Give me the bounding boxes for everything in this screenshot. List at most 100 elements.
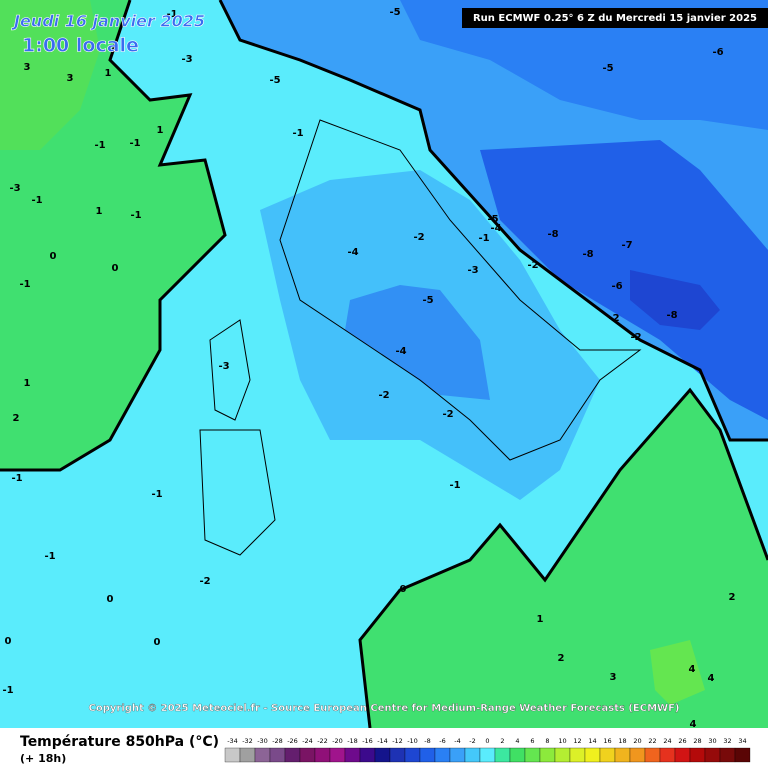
contour-label: -6 xyxy=(611,281,622,292)
contour-label: -2 xyxy=(608,313,619,324)
scale-swatch xyxy=(584,747,601,763)
scale-label: 20 xyxy=(633,737,641,745)
contour-label: -1 xyxy=(129,138,140,149)
contour-label: -3 xyxy=(218,361,229,372)
contour-label: 0 xyxy=(112,263,119,274)
scale-swatch xyxy=(374,747,391,763)
contour-label: -1 xyxy=(449,480,460,491)
contour-label: 0 xyxy=(107,594,114,605)
warm-core xyxy=(650,640,705,705)
contour-label: -6 xyxy=(712,47,723,58)
scale-swatch xyxy=(269,747,286,763)
scale-swatch xyxy=(449,747,466,763)
scale-label: -6 xyxy=(439,737,445,745)
contour-label: 0 xyxy=(400,584,407,595)
contour-label: -3 xyxy=(9,183,20,194)
scale-swatch xyxy=(674,747,691,763)
scale-swatch xyxy=(659,747,676,763)
scale-label: 0 xyxy=(485,737,489,745)
contour-label: 1 xyxy=(157,125,164,136)
contour-label: -1 xyxy=(11,473,22,484)
scale-label: 6 xyxy=(530,737,534,745)
scale-label: -14 xyxy=(377,737,388,745)
contour-label: 2 xyxy=(729,592,736,603)
warm-zone-south xyxy=(360,390,768,728)
contour-label: -1 xyxy=(478,233,489,244)
scale-label: -26 xyxy=(287,737,298,745)
contour-label: -2 xyxy=(199,576,210,587)
scale-label: -32 xyxy=(242,737,253,745)
contour-label: -1 xyxy=(94,140,105,151)
scale-label: 4 xyxy=(515,737,519,745)
contour-labels: 33 1-1-3-5-5-5-61-1-1-1-3-11 -100-1-4-2-5-… xyxy=(2,7,735,730)
scale-label: 26 xyxy=(678,737,686,745)
contour-label: -1 xyxy=(130,210,141,221)
scale-label: 10 xyxy=(558,737,566,745)
contour-label: -1 xyxy=(151,489,162,500)
forecast-date: Jeudi 16 janvier 2025 xyxy=(11,12,205,31)
scale-swatch xyxy=(359,747,376,763)
color-scale: -34 -32 -30 -28 -26 -24 -22 -20 -18 -16 -14 -12 -10-… xyxy=(224,737,751,763)
contour-label: -1 xyxy=(44,551,55,562)
scale-label: -2 xyxy=(469,737,475,745)
contour-label: 1 xyxy=(537,614,544,625)
scale-swatch xyxy=(314,747,331,763)
scale-label: -10 xyxy=(407,737,418,745)
contour-label: -5 xyxy=(269,75,280,86)
contour-label: 3 xyxy=(67,73,74,84)
scale-swatch xyxy=(704,747,721,763)
scale-label: -28 xyxy=(272,737,283,745)
contour-label: -2 xyxy=(378,390,389,401)
scale-label: 28 xyxy=(693,737,701,745)
contour-label: -8 xyxy=(547,229,558,240)
contour-label: -4 xyxy=(395,346,406,357)
lead-time: (+ 18h) xyxy=(20,752,66,765)
scale-label: 24 xyxy=(663,737,671,745)
scale-swatch xyxy=(464,747,481,763)
scale-swatch xyxy=(734,747,751,763)
contour-label: -1 xyxy=(166,9,177,20)
contour-label: -5 xyxy=(487,214,498,225)
scale-label: 18 xyxy=(618,737,626,745)
scale-swatch xyxy=(254,747,271,763)
cold-core-east xyxy=(480,140,768,420)
scale-label: -18 xyxy=(347,737,358,745)
forecast-time: 1:00 locale xyxy=(22,35,139,57)
scale-label: 30 xyxy=(708,737,716,745)
scale-swatch xyxy=(554,747,571,763)
warm-zone-nw xyxy=(0,0,100,150)
scale-swatch xyxy=(644,747,661,763)
scale-label: -4 xyxy=(454,737,460,745)
scale-swatch xyxy=(419,747,436,763)
coastlines xyxy=(199,119,642,556)
cool-core-center xyxy=(345,285,490,400)
scale-swatch xyxy=(539,747,556,763)
contour-label: -8 xyxy=(666,310,677,321)
scale-swatch xyxy=(389,747,406,763)
borders xyxy=(0,0,768,729)
scale-swatch xyxy=(599,747,616,763)
contour-label: -5 xyxy=(422,295,433,306)
scale-label: -12 xyxy=(392,737,403,745)
scale-label: -20 xyxy=(332,737,343,745)
scale-swatch xyxy=(509,747,526,763)
contour-label: -3 xyxy=(467,265,478,276)
scale-label: -30 xyxy=(257,737,268,745)
cold-core-deep xyxy=(630,270,720,330)
contour-label: -4 xyxy=(490,223,501,234)
contour-label: -5 xyxy=(602,63,613,74)
scale-label: -24 xyxy=(302,737,313,745)
scale-label: 14 xyxy=(588,737,596,745)
scale-label: 16 xyxy=(603,737,611,745)
cold-zone-ne xyxy=(400,0,768,130)
contour-label: 2 xyxy=(558,653,565,664)
scale-label: -22 xyxy=(317,737,328,745)
contour-label: 0 xyxy=(5,636,12,647)
scale-swatch xyxy=(689,747,706,763)
scale-label: -34 xyxy=(227,737,238,745)
scale-label: 32 xyxy=(723,737,731,745)
scale-label: 8 xyxy=(545,737,549,745)
contour-label: 4 xyxy=(708,673,715,684)
scale-label: -8 xyxy=(424,737,430,745)
